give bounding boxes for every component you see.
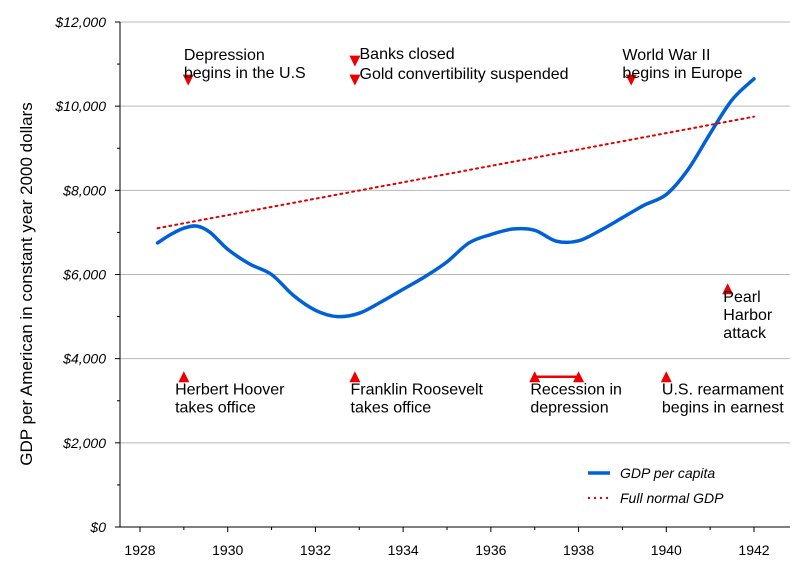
triangle-up-icon: [660, 371, 672, 383]
annotation: Banks closed: [349, 46, 455, 67]
annotation-line: Gold convertibility suspended: [360, 66, 569, 83]
y-axis-label: GDP per American in constant year 2000 d…: [17, 102, 36, 466]
legend-label: Full normal GDP: [620, 490, 724, 506]
annotation: Herbert Hoover takes office: [175, 371, 285, 416]
y-tick-label: $0: [89, 519, 106, 535]
triangle-up-icon: [722, 283, 734, 295]
annotation-text: Pearl Harbor attack: [723, 289, 773, 342]
annotation-line: World War II: [622, 47, 710, 64]
x-tick-label: 1932: [300, 542, 331, 558]
y-tick-label: $2,000: [62, 435, 106, 451]
annotation-text: Depression begins in the U.S: [184, 47, 306, 82]
annotation-text: Gold convertibility suspended: [360, 66, 569, 83]
x-tick-label: 1930: [212, 542, 243, 558]
annotations: Depression begins in the U.S Banks closed G…: [175, 46, 784, 416]
x-tick-label: 1940: [651, 542, 682, 558]
y-tick-label: $8,000: [62, 182, 106, 198]
annotation: World War II begins in Europe: [622, 47, 743, 86]
legend-label: GDP per capita: [620, 465, 715, 481]
legend: GDP per capita Full normal GDP: [588, 465, 724, 506]
y-tick-label: $12,000: [54, 14, 106, 30]
x-tick-label: 1936: [475, 542, 506, 558]
annotation-line: begins in Europe: [622, 65, 742, 82]
triangle-up-icon: [529, 371, 541, 383]
annotation-text: Banks closed: [360, 46, 455, 63]
annotation-text: U.S. rearmament begins in earnest: [662, 381, 784, 416]
annotation: U.S. rearmament begins in earnest: [660, 371, 784, 416]
annotation: Depression begins in the U.S: [182, 47, 306, 86]
annotation: Gold convertibility suspended: [349, 66, 569, 86]
series-lines: [155, 77, 756, 319]
x-tick-label: 1928: [124, 542, 155, 558]
x-tick-labels: 1928 1930 1932 1934 1936 1938 1940 1942: [124, 527, 770, 558]
annotation-line: takes office: [175, 399, 256, 416]
annotation-line: Harbor: [723, 307, 773, 324]
annotation-line: Pearl: [723, 289, 760, 306]
triangle-down-icon: [182, 74, 194, 86]
y-tick-label: $10,000: [54, 98, 106, 114]
annotation-line: Franklin Roosevelt: [351, 381, 484, 398]
triangle-up-icon: [178, 371, 190, 383]
annotation: Franklin Roosevelt takes office: [349, 371, 484, 416]
annotation: Recession in depression: [529, 371, 622, 416]
annotation-line: Recession in: [530, 381, 622, 398]
y-tick-labels: $0 $2,000 $4,000 $6,000 $8,000 $10,000 $12,000: [54, 14, 120, 535]
gridlines: [120, 21, 790, 444]
triangle-up-icon: [349, 371, 361, 383]
full-normal-gdp-line: [156, 115, 755, 230]
annotation-line: attack: [723, 325, 767, 342]
x-tick-label: 1942: [738, 542, 769, 558]
annotation-line: Banks closed: [360, 46, 455, 63]
gdp-per-capita-line: [155, 77, 756, 319]
triangle-down-icon: [349, 74, 361, 86]
annotation-line: begins in the U.S: [184, 65, 306, 82]
annotation-line: begins in earnest: [662, 399, 784, 416]
annotation-line: Depression: [184, 47, 265, 64]
y-tick-label: $6,000: [62, 267, 106, 283]
annotation-line: U.S. rearmament: [662, 381, 784, 398]
annotation: Pearl Harbor attack: [722, 283, 773, 342]
annotation-text: Franklin Roosevelt takes office: [351, 381, 484, 416]
triangle-up-icon: [573, 371, 585, 383]
x-tick-label: 1934: [388, 542, 419, 558]
x-tick-label: 1938: [563, 542, 594, 558]
annotation-text: World War II begins in Europe: [622, 47, 742, 82]
triangle-down-icon: [625, 74, 637, 86]
annotation-line: takes office: [351, 399, 432, 416]
annotation-line: Herbert Hoover: [175, 381, 285, 398]
y-tick-label: $4,000: [62, 351, 106, 367]
annotation-text: Herbert Hoover takes office: [175, 381, 285, 416]
annotation-line: depression: [530, 399, 608, 416]
annotation-text: Recession in depression: [530, 381, 622, 416]
triangle-down-icon: [349, 55, 361, 67]
